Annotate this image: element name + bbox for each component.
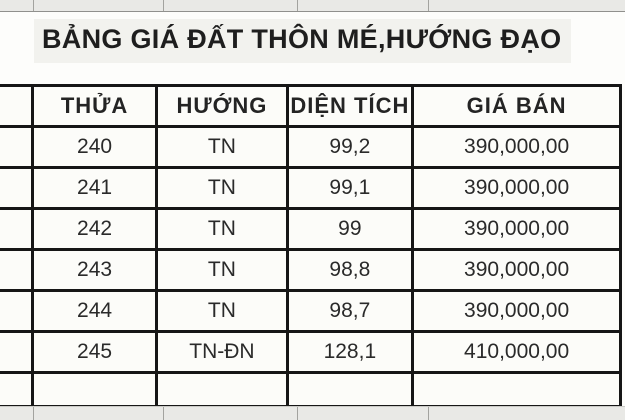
col-header-thua[interactable]: THỬA	[30, 84, 159, 128]
cell-huong[interactable]: TN	[155, 207, 289, 251]
cell-dien-tich[interactable]: 98,7	[285, 289, 415, 333]
gridline	[33, 407, 34, 420]
col-header-huong[interactable]: HƯỚNG	[155, 84, 289, 128]
cell-row-margin[interactable]	[0, 248, 34, 292]
col-header-dien-tich[interactable]: DIỆN TÍCH	[285, 84, 415, 128]
cell-thua[interactable]: 241	[30, 166, 159, 210]
cell-dien-tich[interactable]: 99,2	[285, 125, 415, 169]
cell-gia-ban[interactable]: 390,000,00	[411, 166, 622, 210]
cell-row-margin[interactable]	[0, 330, 34, 374]
sheet-title: BẢNG GIÁ ĐẤT THÔN MÉ,HƯỚNG ĐẠO	[34, 19, 572, 63]
gridline	[163, 407, 164, 420]
cell-huong[interactable]: TN	[155, 248, 289, 292]
table-row: 242 TN 99 390,000,00	[0, 207, 622, 251]
cell-dien-tich[interactable]: 98,8	[285, 248, 415, 292]
cell-row-margin[interactable]	[0, 207, 34, 251]
cell-huong[interactable]: TN-ĐN	[155, 330, 289, 374]
gridline	[428, 0, 429, 11]
cell-dien-tich[interactable]: 128,1	[285, 330, 415, 374]
table-row: 240 TN 99,2 390,000,00	[0, 125, 622, 169]
cell-huong[interactable]: TN	[155, 289, 289, 333]
cell-huong[interactable]: TN	[155, 125, 289, 169]
table-row-empty	[0, 371, 622, 408]
cell-gia-ban[interactable]: 390,000,00	[411, 289, 622, 333]
cell-thua[interactable]: 242	[30, 207, 159, 251]
gridline-strip-top	[0, 0, 625, 12]
cell-gia-ban[interactable]	[411, 371, 622, 408]
cell-thua[interactable]: 243	[30, 248, 159, 292]
cell-thua[interactable]	[30, 371, 159, 408]
cell-dien-tich[interactable]	[285, 371, 415, 408]
cell-dien-tich[interactable]: 99	[285, 207, 415, 251]
header-row: THỬA HƯỚNG DIỆN TÍCH GIÁ BÁN	[0, 84, 622, 128]
cell-row-margin[interactable]	[0, 125, 34, 169]
cell-row-margin[interactable]	[0, 84, 34, 128]
gridline	[297, 0, 298, 11]
cell-gia-ban[interactable]: 390,000,00	[411, 207, 622, 251]
gridline-strip-bottom	[0, 406, 625, 420]
cell-gia-ban[interactable]: 390,000,00	[411, 125, 622, 169]
cell-gia-ban[interactable]: 390,000,00	[411, 248, 622, 292]
cell-row-margin[interactable]	[0, 371, 34, 408]
col-header-gia-ban[interactable]: GIÁ BÁN	[411, 84, 622, 128]
cell-row-margin[interactable]	[0, 166, 34, 210]
cell-gia-ban[interactable]: 410,000,00	[411, 330, 622, 374]
table-row: 244 TN 98,7 390,000,00	[0, 289, 622, 333]
cell-thua[interactable]: 244	[30, 289, 159, 333]
land-price-table: THỬA HƯỚNG DIỆN TÍCH GIÁ BÁN 240 TN 99,2…	[0, 84, 622, 408]
gridline	[33, 0, 34, 11]
gridline	[163, 0, 164, 11]
cell-row-margin[interactable]	[0, 289, 34, 333]
gridline	[428, 407, 429, 420]
cell-dien-tich[interactable]: 99,1	[285, 166, 415, 210]
cell-thua[interactable]: 240	[30, 125, 159, 169]
table-row: 243 TN 98,8 390,000,00	[0, 248, 622, 292]
table-row: 241 TN 99,1 390,000,00	[0, 166, 622, 210]
cell-thua[interactable]: 245	[30, 330, 159, 374]
cell-huong[interactable]	[155, 371, 289, 408]
gridline	[297, 407, 298, 420]
table-row: 245 TN-ĐN 128,1 410,000,00	[0, 330, 622, 374]
cell-huong[interactable]: TN	[155, 166, 289, 210]
